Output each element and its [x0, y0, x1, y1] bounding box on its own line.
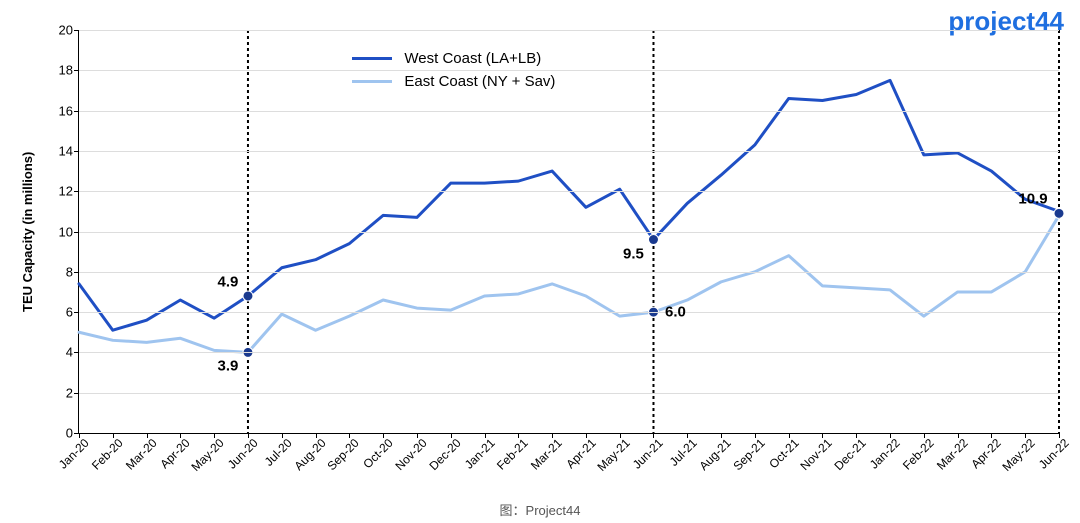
legend-item-east: East Coast (NY + Sav) — [352, 73, 555, 90]
ytick-label: 4 — [66, 345, 79, 360]
xtick-label: Mar-22 — [931, 433, 971, 473]
xtick-label: Apr-21 — [560, 433, 598, 471]
caption: 图：Project44 — [0, 500, 1080, 519]
ytick-label: 20 — [59, 23, 79, 38]
xtick-label: Jul-21 — [664, 433, 700, 469]
xtick-label: Mar-21 — [525, 433, 565, 473]
ytick-label: 18 — [59, 63, 79, 78]
xtick-label: Jun-22 — [1033, 433, 1072, 472]
ytick-label: 12 — [59, 184, 79, 199]
xtick-label: Oct-20 — [358, 433, 396, 471]
xtick-label: Nov-20 — [390, 433, 430, 473]
xtick-label: Jun-20 — [222, 433, 261, 472]
legend: West Coast (LA+LB) East Coast (NY + Sav) — [352, 50, 555, 96]
xtick-label: May-20 — [186, 433, 227, 474]
legend-label-west: West Coast (LA+LB) — [404, 50, 541, 67]
ytick-label: 6 — [66, 305, 79, 320]
xtick-label: Sep-21 — [727, 433, 767, 473]
data-annotation: 3.9 — [218, 358, 239, 375]
ytick-label: 2 — [66, 385, 79, 400]
xtick-label: Feb-21 — [491, 433, 531, 473]
xtick-label: Feb-20 — [86, 433, 126, 473]
legend-swatch-west — [352, 57, 392, 60]
xtick-label: Apr-22 — [966, 433, 1004, 471]
ytick-label: 14 — [59, 143, 79, 158]
plot-area: 02468101214161820Jan-20Feb-20Mar-20Apr-2… — [78, 30, 1059, 434]
data-annotation: 4.9 — [218, 273, 239, 290]
xtick-label: Dec-20 — [423, 433, 463, 473]
xtick-label: Feb-22 — [897, 433, 937, 473]
chart-container: project44 TEU Capacity (in millions) 024… — [0, 0, 1080, 523]
data-annotation: 9.5 — [623, 245, 644, 262]
xtick-label: Sep-20 — [322, 433, 362, 473]
xtick-label: Nov-21 — [795, 433, 835, 473]
xtick-label: Apr-20 — [155, 433, 193, 471]
xtick-label: Mar-20 — [120, 433, 160, 473]
ytick-label: 10 — [59, 224, 79, 239]
xtick-label: Dec-21 — [829, 433, 869, 473]
xtick-label: Jun-21 — [628, 433, 667, 472]
xtick-label: Jan-22 — [864, 433, 903, 472]
xtick-label: Jan-21 — [459, 433, 498, 472]
ytick-label: 16 — [59, 103, 79, 118]
legend-item-west: West Coast (LA+LB) — [352, 50, 555, 67]
legend-swatch-east — [352, 80, 392, 83]
data-annotation: 10.9 — [1018, 191, 1047, 208]
y-axis-label: TEU Capacity (in millions) — [20, 151, 35, 311]
data-annotation: 6.0 — [665, 304, 686, 321]
xtick-label: May-21 — [591, 433, 632, 474]
ytick-label: 8 — [66, 264, 79, 279]
legend-label-east: East Coast (NY + Sav) — [404, 73, 555, 90]
xtick-label: Jan-20 — [53, 433, 92, 472]
xtick-label: May-22 — [997, 433, 1038, 474]
xtick-label: Aug-20 — [288, 433, 328, 473]
xtick-label: Oct-21 — [763, 433, 801, 471]
xtick-label: Jul-20 — [259, 433, 295, 469]
xtick-label: Aug-21 — [694, 433, 734, 473]
